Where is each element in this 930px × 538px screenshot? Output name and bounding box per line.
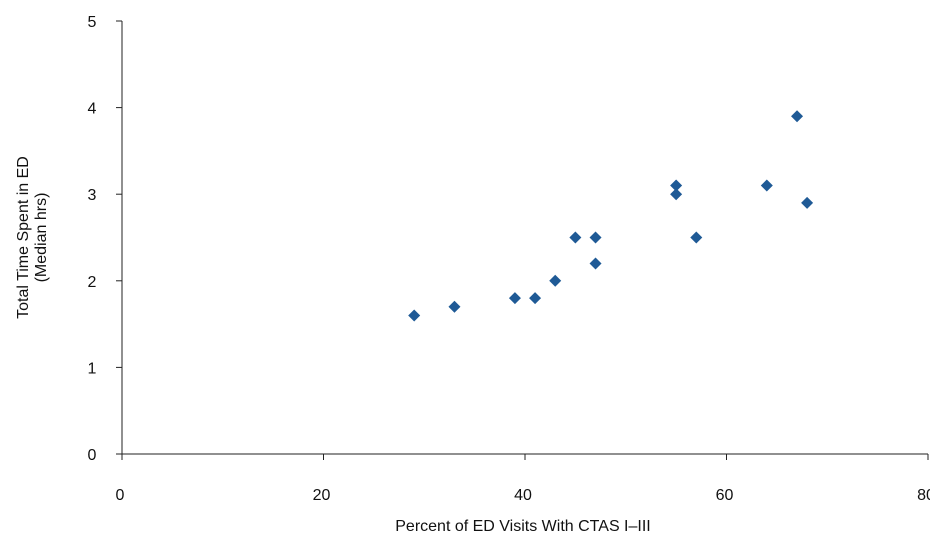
y-axis-title-line-2: (Median hrs) <box>33 193 50 283</box>
data-point <box>760 179 773 192</box>
x-axis-ticks: 0 20 40 60 80 <box>116 454 930 504</box>
data-point <box>670 188 683 201</box>
data-point <box>690 231 703 244</box>
x-tick-label: 40 <box>514 487 532 504</box>
x-tick-label: 60 <box>716 487 734 504</box>
x-tick-label: 0 <box>116 487 125 504</box>
y-axis-ticks: 0 1 2 3 4 5 <box>88 14 122 464</box>
data-points <box>408 110 814 322</box>
x-tick-label: 20 <box>313 487 331 504</box>
y-tick-label: 5 <box>88 14 97 31</box>
x-tick-label: 80 <box>917 487 930 504</box>
y-tick-label: 3 <box>88 187 97 204</box>
data-point <box>448 300 461 313</box>
data-point <box>801 196 814 209</box>
y-axis-title-line-1: Total Time Spent in ED <box>15 156 32 319</box>
data-point <box>529 292 542 305</box>
data-point <box>408 309 421 322</box>
y-tick-label: 1 <box>88 360 97 377</box>
data-point <box>508 292 521 305</box>
y-tick-label: 4 <box>88 101 97 118</box>
data-point <box>589 257 602 270</box>
x-axis-title: Percent of ED Visits With CTAS I–III <box>395 518 650 535</box>
y-tick-label: 2 <box>88 274 97 291</box>
y-tick-label: 0 <box>88 447 97 464</box>
axes <box>121 21 928 455</box>
data-point <box>589 231 602 244</box>
data-point <box>670 179 683 192</box>
data-point <box>549 274 562 287</box>
data-point <box>569 231 582 244</box>
data-point <box>791 110 804 123</box>
